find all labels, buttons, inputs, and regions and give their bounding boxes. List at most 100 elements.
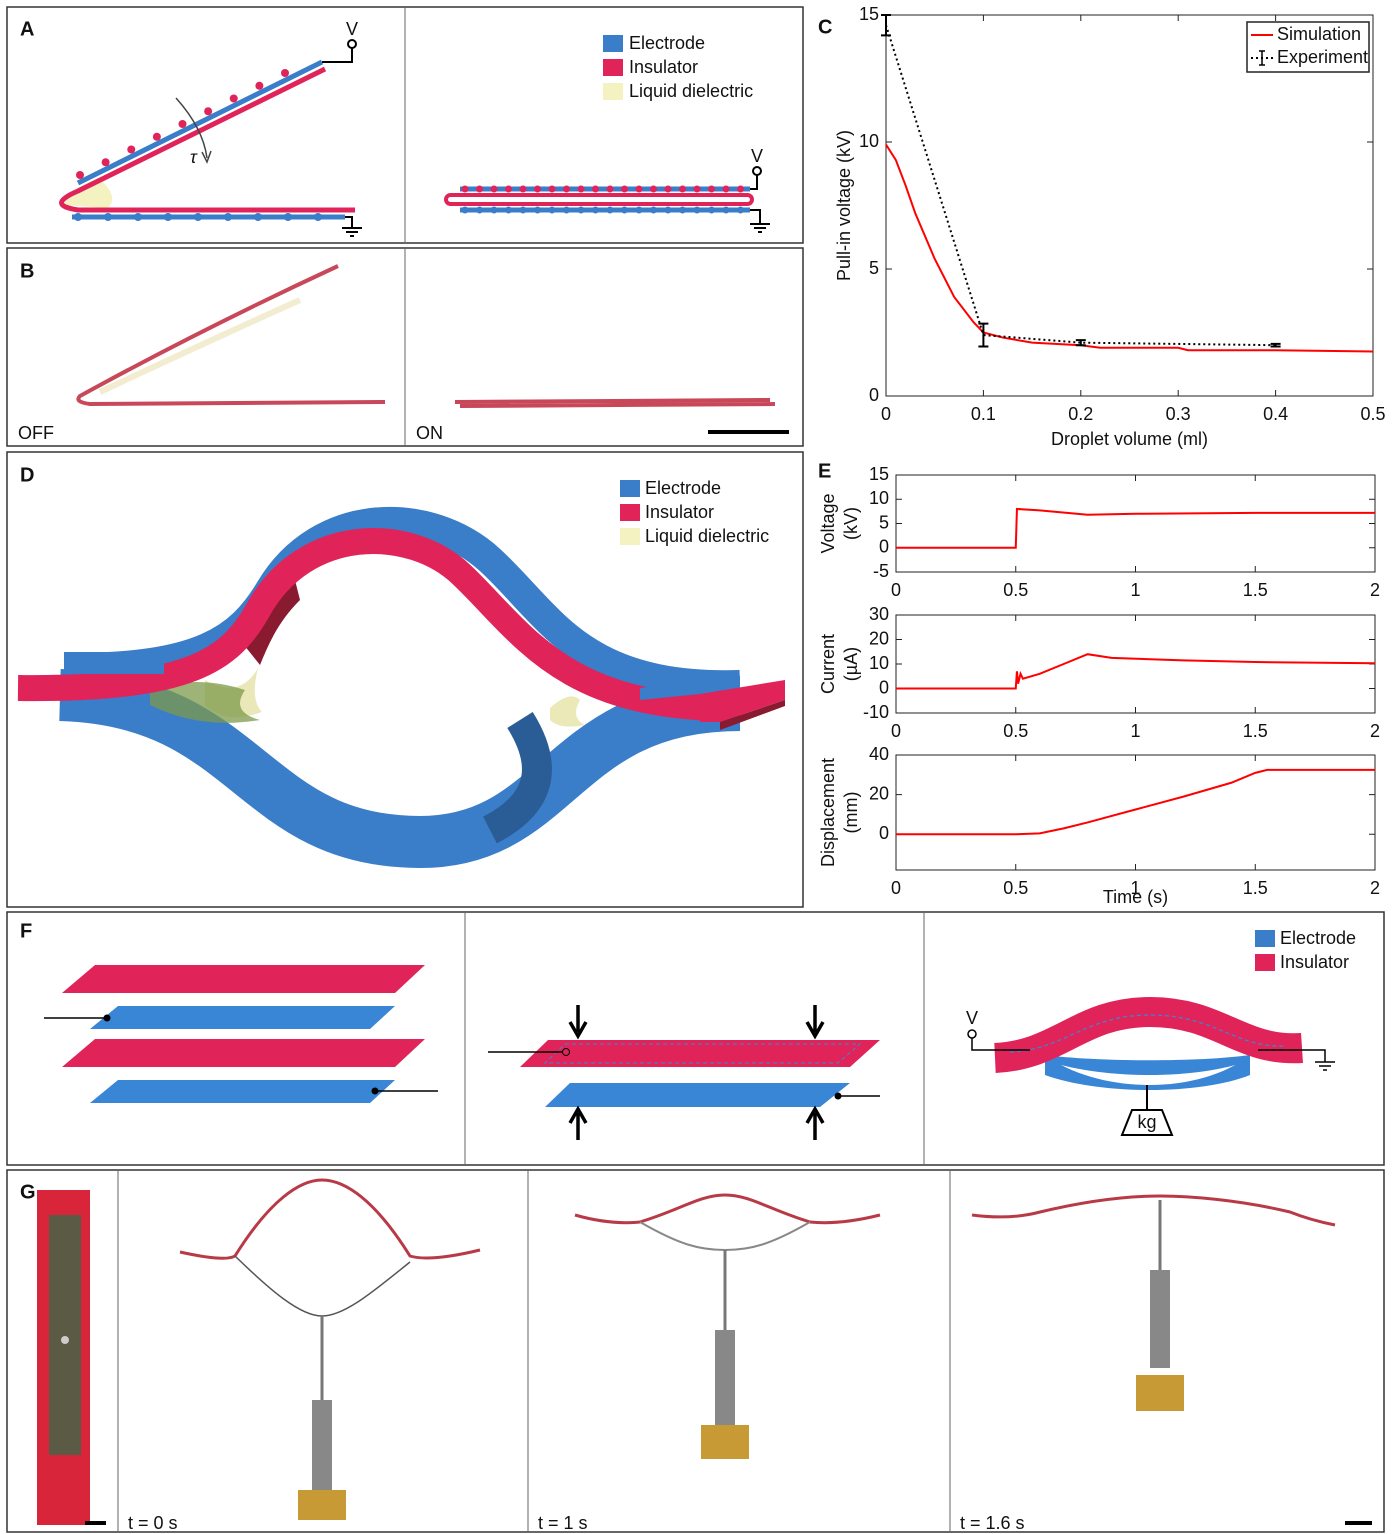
x-axis-label: Time (s) (1103, 887, 1168, 907)
charge (491, 186, 498, 193)
y-axis-label: Voltage (818, 493, 838, 553)
legend-swatch (603, 59, 623, 76)
actuator-photo (640, 1222, 810, 1250)
charge (621, 186, 628, 193)
charge (476, 186, 483, 193)
ground (750, 210, 770, 232)
y-tick-label: -5 (873, 561, 889, 581)
x-tick-label: 0 (891, 580, 901, 600)
charge (621, 207, 628, 214)
charge (314, 213, 322, 221)
press-arrows (570, 1005, 823, 1140)
x-tick-label: 0.5 (1003, 721, 1028, 741)
charge (578, 207, 585, 214)
weight-photo (312, 1400, 332, 1498)
terminal (348, 40, 356, 48)
y-tick-label: 5 (869, 258, 879, 278)
legend-label: Liquid dielectric (629, 81, 753, 101)
charge (505, 186, 512, 193)
panel-label: F (20, 920, 32, 942)
y-axis-label: Pull-in voltage (kV) (834, 130, 854, 281)
weight-photo (1136, 1375, 1184, 1411)
legend-label: Insulator (1280, 952, 1349, 972)
charge (563, 207, 570, 214)
actuator-photo (100, 300, 300, 392)
weight-photo (1150, 1270, 1170, 1368)
y-tick-label: 10 (869, 488, 889, 508)
actuator-photo (455, 400, 775, 406)
charge (491, 207, 498, 214)
charge (476, 207, 483, 214)
charge (462, 207, 469, 214)
y-axis-label: (kV) (841, 507, 861, 540)
y-tick-label: 20 (869, 783, 889, 803)
charge (549, 207, 556, 214)
charge (534, 207, 541, 214)
electrode (78, 62, 322, 183)
legend-swatch (1255, 954, 1275, 971)
y-tick-label: 5 (879, 512, 889, 532)
panel-label: C (818, 16, 832, 38)
charge (255, 82, 263, 90)
charge (607, 207, 614, 214)
electrode-layer (90, 1080, 395, 1103)
y-tick-label: 0 (879, 537, 889, 557)
charge (723, 186, 730, 193)
x-tick-label: 0 (891, 878, 901, 898)
charge (665, 186, 672, 193)
charge (76, 171, 84, 179)
charge (679, 207, 686, 214)
electrode-lower-side (490, 720, 537, 830)
actuator-photo (575, 1195, 880, 1223)
contact (835, 1093, 842, 1100)
x-tick-label: 1.5 (1243, 721, 1268, 741)
x-tick-label: 0 (891, 721, 901, 741)
y-tick-label: 20 (869, 628, 889, 648)
electrode-layer (545, 1083, 850, 1107)
charge (520, 186, 527, 193)
y-tick-label: 15 (869, 464, 889, 484)
charge (549, 186, 556, 193)
photo (180, 1180, 480, 1520)
insulator-upper (18, 541, 720, 708)
legend-label: Electrode (645, 478, 721, 498)
y-tick-label: 15 (859, 4, 879, 24)
weight-label: kg (1137, 1112, 1156, 1132)
x-tick-label: 0 (881, 404, 891, 424)
caption: ON (416, 423, 443, 443)
y-axis-label: Displacement (818, 758, 838, 867)
charge (102, 158, 110, 166)
y-tick-label: 40 (869, 744, 889, 764)
axes-frame (896, 615, 1375, 713)
charge (563, 186, 570, 193)
caption: OFF (18, 423, 54, 443)
charge (204, 107, 212, 115)
device-photo (49, 1215, 81, 1455)
charge (224, 213, 232, 221)
weight-photo (701, 1425, 749, 1459)
caption: t = 1.6 s (960, 1513, 1025, 1533)
torque-label: τ (190, 147, 198, 167)
panel-label: A (20, 18, 34, 40)
insulator-layer (62, 965, 425, 993)
panel-label: D (20, 464, 34, 486)
x-tick-label: 0.5 (1003, 878, 1028, 898)
panel-label: E (818, 460, 831, 482)
photo (972, 1196, 1335, 1411)
legend-label: Electrode (629, 33, 705, 53)
legend-swatch (620, 528, 640, 545)
photo (575, 1195, 880, 1459)
terminal-label: V (751, 146, 763, 166)
terminal-label: V (966, 1008, 978, 1028)
charge (679, 186, 686, 193)
legend-label: Simulation (1277, 24, 1361, 44)
y-tick-label: 0 (879, 823, 889, 843)
charge (230, 95, 238, 103)
x-tick-label: 2 (1370, 878, 1380, 898)
panel-label: B (20, 260, 34, 282)
legend-label: Electrode (1280, 928, 1356, 948)
axes-frame (896, 475, 1375, 572)
insulator-layer (62, 1039, 425, 1067)
charge (254, 213, 262, 221)
charge (534, 186, 541, 193)
